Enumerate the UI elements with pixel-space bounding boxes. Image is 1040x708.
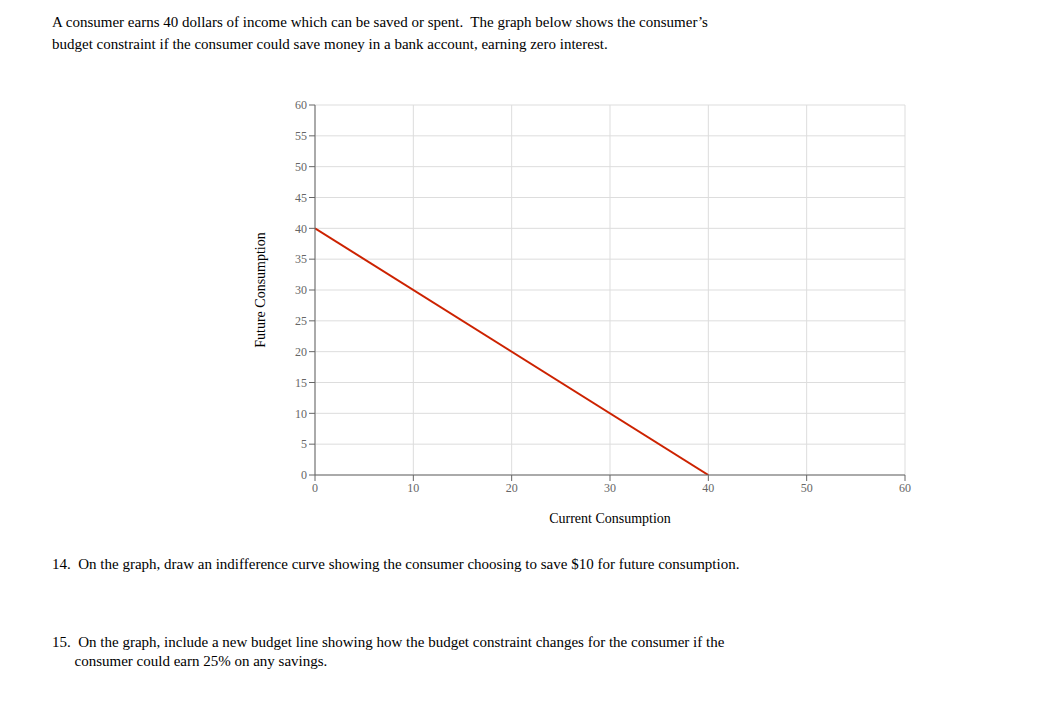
svg-text:40: 40: [702, 481, 714, 495]
html-text:budget constraint if the consu: budget constraint if the consumer could …: [52, 36, 608, 52]
svg-text:20: 20: [295, 345, 307, 359]
svg-text:50: 50: [295, 160, 307, 174]
html-text:15. On the graph, include a ne: 15. On the graph, include a new budget l…: [52, 634, 725, 650]
svg-text:50: 50: [801, 481, 813, 495]
svg-text:0: 0: [301, 468, 307, 482]
html-text:14. On the graph, draw an indi: 14. On the graph, draw an indifference c…: [52, 556, 740, 572]
svg-text:10: 10: [295, 407, 307, 421]
svg-text:Future Consumption: Future Consumption: [253, 232, 268, 348]
html-text:consumer could earn 25% on any: consumer could earn 25% on any savings.: [52, 653, 328, 669]
svg-text:40: 40: [295, 222, 307, 236]
svg-text:30: 30: [604, 481, 616, 495]
svg-text:55: 55: [295, 129, 307, 143]
html-text:A consumer earns 40 dollars of: A consumer earns 40 dollars of income wh…: [52, 14, 708, 30]
svg-text:5: 5: [301, 437, 307, 451]
svg-text:20: 20: [506, 481, 518, 495]
svg-text:35: 35: [295, 252, 307, 266]
svg-text:45: 45: [295, 191, 307, 205]
svg-text:10: 10: [407, 481, 419, 495]
svg-text:60: 60: [295, 98, 307, 112]
svg-text:0: 0: [312, 481, 318, 495]
svg-text:25: 25: [295, 314, 307, 328]
svg-text:Current Consumption: Current Consumption: [549, 511, 671, 526]
svg-text:30: 30: [295, 283, 307, 297]
svg-text:15: 15: [295, 376, 307, 390]
svg-text:60: 60: [899, 481, 911, 495]
